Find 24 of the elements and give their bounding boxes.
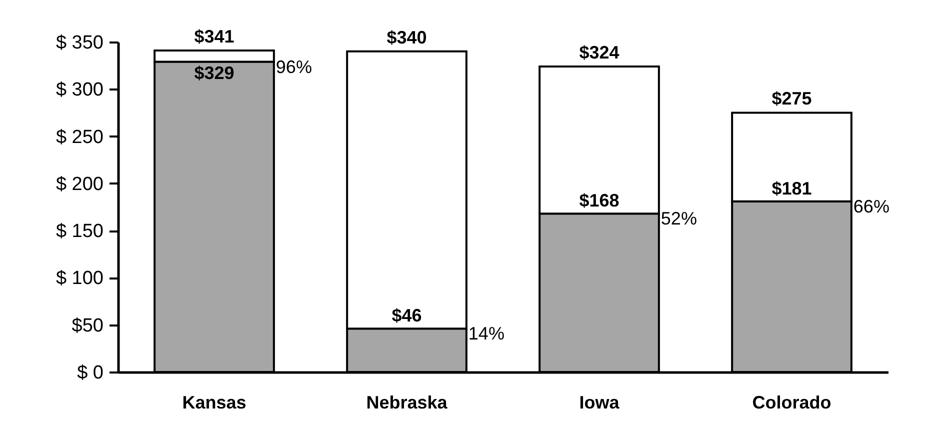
y-tick-label: $ 150 (56, 221, 104, 242)
data-label: $46 (392, 306, 422, 326)
x-tick-label: Nebraska (366, 392, 448, 412)
y-tick-label: $ 250 (56, 126, 104, 148)
data-label: $168 (579, 190, 620, 211)
data-label: $181 (772, 178, 812, 198)
annotation: 96% (276, 56, 312, 77)
total-label: $340 (386, 27, 427, 48)
y-tick-label: $ 0 (77, 362, 104, 384)
y-tick-label: $ 100 (56, 268, 104, 290)
annotation: 14% (468, 324, 504, 344)
y-tick-label: $ 300 (56, 80, 104, 101)
annotation: 66% (853, 196, 890, 216)
x-tick-label: Kansas (182, 392, 246, 412)
total-label: $324 (579, 42, 620, 63)
y-tick-label: $ 350 (56, 32, 104, 54)
annotation: 52% (660, 208, 697, 229)
y-tick-label: $50 (72, 315, 104, 336)
total-label: $275 (772, 88, 812, 109)
x-tick-label: Iowa (579, 392, 620, 412)
total-label: $341 (194, 26, 234, 46)
data-label: $329 (194, 62, 234, 83)
y-tick-label: $ 200 (56, 174, 104, 195)
x-tick-label: Colorado (752, 392, 832, 412)
